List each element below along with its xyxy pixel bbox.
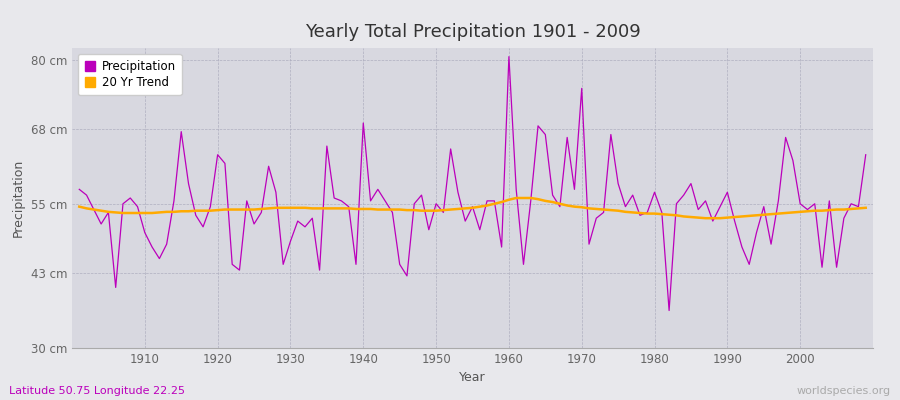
Text: worldspecies.org: worldspecies.org: [796, 386, 891, 396]
Text: Latitude 50.75 Longitude 22.25: Latitude 50.75 Longitude 22.25: [9, 386, 185, 396]
Y-axis label: Precipitation: Precipitation: [12, 159, 25, 237]
Legend: Precipitation, 20 Yr Trend: Precipitation, 20 Yr Trend: [78, 54, 182, 95]
Title: Yearly Total Precipitation 1901 - 2009: Yearly Total Precipitation 1901 - 2009: [304, 23, 641, 41]
X-axis label: Year: Year: [459, 372, 486, 384]
